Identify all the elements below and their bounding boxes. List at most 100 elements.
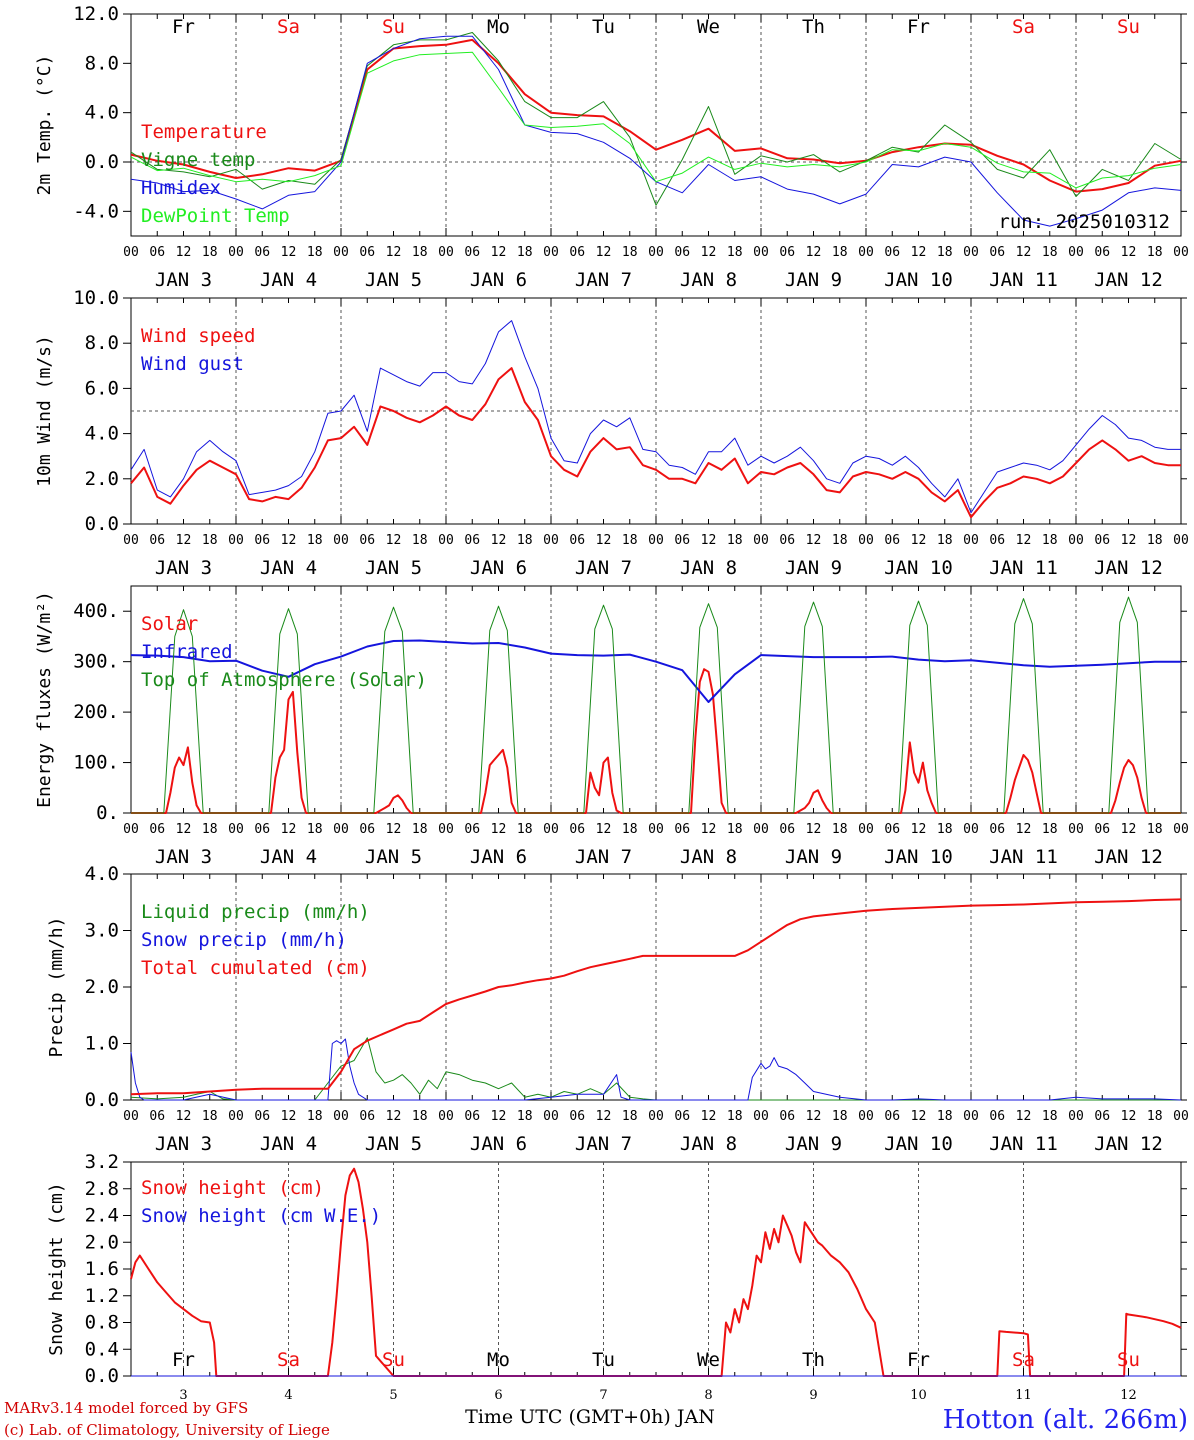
- x-day-number: 8: [704, 1388, 712, 1403]
- x-date-label: JAN 4: [260, 846, 317, 868]
- x-date-label: JAN 8: [680, 1133, 737, 1155]
- x-hour-label: 00: [858, 245, 874, 260]
- x-date-label: JAN 6: [470, 269, 527, 291]
- x-hour-label: 18: [1147, 533, 1163, 548]
- x-hour-label: 12: [596, 245, 612, 260]
- lab-credit: (c) Lab. of Climatology, University of L…: [4, 1421, 330, 1439]
- x-hour-label: 00: [228, 533, 244, 548]
- x-date-label: JAN 3: [155, 846, 212, 868]
- x-date-label: JAN 9: [785, 269, 842, 291]
- day-of-week-label: Su: [1117, 1349, 1140, 1371]
- x-hour-label: 00: [1068, 1109, 1084, 1124]
- x-date-label: JAN 7: [575, 1133, 632, 1155]
- y-tick-label: 300.: [73, 651, 119, 673]
- x-hour-label: 06: [884, 822, 900, 837]
- y-tick-label: 200.: [73, 701, 119, 723]
- x-date-label: JAN 10: [884, 1133, 953, 1155]
- x-hour-label: 00: [963, 1109, 979, 1124]
- y-tick-label: 4.0: [85, 863, 119, 885]
- x-hour-label: 00: [543, 533, 559, 548]
- series-line-dewpoint-temp: [130, 51, 1182, 189]
- station-name: Hotton (alt. 266m): [943, 1405, 1188, 1435]
- x-hour-label: 06: [569, 533, 585, 548]
- x-hour-label: 00: [753, 822, 769, 837]
- x-hour-label: 12: [491, 245, 507, 260]
- x-axis-title: Time UTC (GMT+0h) JAN: [465, 1406, 715, 1428]
- day-of-week-label: Th: [802, 16, 825, 38]
- x-date-label: JAN 3: [155, 1133, 212, 1155]
- x-hour-label: 00: [753, 245, 769, 260]
- x-hour-label: 18: [202, 533, 218, 548]
- x-hour-label: 00: [648, 245, 664, 260]
- x-hour-label: 12: [806, 822, 822, 837]
- x-hour-label: 18: [832, 822, 848, 837]
- x-date-label: JAN 11: [989, 557, 1058, 579]
- x-hour-label: 00: [1173, 245, 1189, 260]
- y-tick-label: -4.0: [73, 200, 119, 222]
- x-hour-label: 12: [596, 1109, 612, 1124]
- day-of-week-label: Fr: [172, 1349, 195, 1371]
- x-hour-label: 12: [176, 822, 192, 837]
- y-tick-label: 12.0: [73, 3, 119, 25]
- x-hour-label: 06: [1094, 533, 1110, 548]
- x-hour-label: 18: [832, 1109, 848, 1124]
- y-tick-label: 0.0: [85, 151, 119, 173]
- x-date-label: JAN 6: [470, 557, 527, 579]
- day-of-week-label: Sa: [1012, 1349, 1035, 1371]
- x-date-label: JAN 5: [365, 557, 422, 579]
- x-hour-label: 18: [727, 822, 743, 837]
- legend-entry: Liquid precip (mm/h): [141, 901, 370, 923]
- x-date-label: JAN 12: [1094, 269, 1163, 291]
- x-hour-label: 06: [464, 1109, 480, 1124]
- x-hour-label: 00: [333, 822, 349, 837]
- x-hour-label: 18: [307, 822, 323, 837]
- x-hour-label: 06: [254, 245, 270, 260]
- x-day-number: 12: [1120, 1388, 1137, 1403]
- y-tick-label: 400.: [73, 600, 119, 622]
- series-line-vigne-temp: [130, 32, 1182, 206]
- x-hour-label: 00: [858, 1109, 874, 1124]
- x-hour-label: 06: [149, 245, 165, 260]
- y-axis-title: 10m Wind (m/s): [34, 335, 55, 487]
- x-hour-label: 12: [491, 822, 507, 837]
- y-tick-label: 2.0: [85, 976, 119, 998]
- x-hour-label: 00: [228, 245, 244, 260]
- x-day-number: 6: [494, 1388, 502, 1403]
- x-hour-label: 06: [884, 533, 900, 548]
- y-tick-label: 0.: [96, 802, 119, 824]
- x-hour-label: 00: [963, 533, 979, 548]
- x-hour-label: 00: [1068, 822, 1084, 837]
- x-hour-label: 00: [1068, 245, 1084, 260]
- x-hour-label: 00: [648, 1109, 664, 1124]
- x-hour-label: 12: [386, 1109, 402, 1124]
- x-date-label: JAN 8: [680, 557, 737, 579]
- x-hour-label: 00: [543, 1109, 559, 1124]
- series-line-wind-gust: [130, 320, 1181, 514]
- x-hour-label: 18: [412, 533, 428, 548]
- x-day-number: 4: [284, 1388, 292, 1403]
- legend-entry: Total cumulated (cm): [141, 957, 370, 979]
- y-axis-title: Snow height (cm): [46, 1182, 67, 1355]
- x-hour-label: 12: [386, 245, 402, 260]
- x-hour-label: 18: [622, 1109, 638, 1124]
- y-tick-label: 4.0: [85, 102, 119, 124]
- x-date-label: JAN 9: [785, 846, 842, 868]
- day-of-week-label: Tu: [592, 1349, 615, 1371]
- x-hour-label: 06: [149, 1109, 165, 1124]
- x-hour-label: 12: [911, 822, 927, 837]
- x-hour-label: 18: [622, 533, 638, 548]
- y-tick-label: 0.0: [85, 1365, 119, 1387]
- day-of-week-label: We: [697, 16, 720, 38]
- x-hour-label: 00: [438, 1109, 454, 1124]
- x-hour-label: 12: [701, 822, 717, 837]
- x-hour-label: 18: [832, 533, 848, 548]
- x-hour-label: 06: [1094, 822, 1110, 837]
- legend-entry: Top of Atmosphere (Solar): [141, 669, 427, 691]
- y-tick-label: 0.0: [85, 1089, 119, 1111]
- x-hour-label: 12: [491, 1109, 507, 1124]
- y-tick-label: 2.0: [85, 468, 119, 490]
- x-hour-label: 12: [911, 1109, 927, 1124]
- x-hour-label: 06: [674, 822, 690, 837]
- panel-precip: 0.0 1.0 2.0 3.0 4.0 Precip (mm/h) 00 06 12 18 00 06…: [46, 863, 1189, 1155]
